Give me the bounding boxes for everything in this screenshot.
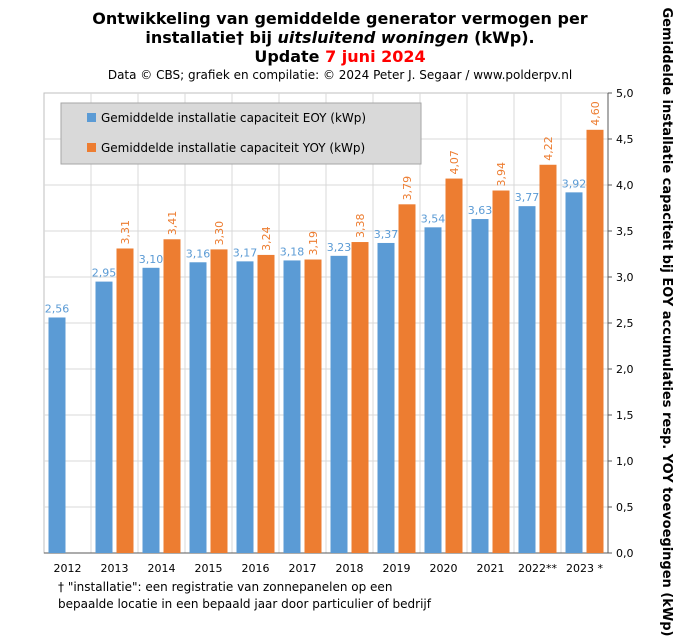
data-label-eoy: 2,95 [92,267,117,280]
data-label-yoy: 3,38 [354,214,367,239]
bar-eoy [142,267,160,553]
x-tick-label: 2013 [101,562,129,575]
data-label-eoy: 3,54 [421,212,446,225]
title-installatie: installatie† bij [145,28,278,47]
data-label-yoy: 4,60 [589,101,602,126]
data-label-yoy: 3,41 [166,211,179,236]
bar-eoy [95,281,113,553]
x-tick-label: 2021 [477,562,505,575]
y-tick-label: 1,5 [616,409,634,422]
bar-yoy [351,242,369,554]
data-label-eoy: 3,92 [562,177,587,190]
data-label-eoy: 2,56 [45,302,70,315]
bar-yoy [445,178,463,553]
title-unit: (kWp). [468,28,535,47]
data-label-eoy: 3,17 [233,246,258,259]
chart-title-line-1: Ontwikkeling van gemiddelde generator ve… [92,9,588,28]
legend-box [60,102,422,165]
data-label-yoy: 3,31 [119,220,132,245]
bar-yoy [210,249,228,553]
x-tick-label: 2015 [195,562,223,575]
y-tick-label: 0,0 [616,547,634,560]
data-label-eoy: 3,18 [280,245,305,258]
bar-yoy [257,254,275,554]
data-label-eoy: 3,23 [327,241,352,254]
data-label-yoy: 4,22 [542,136,555,161]
legend-swatch-eoy [87,113,96,122]
bar-eoy [330,255,348,553]
y-tick-label: 3,5 [616,225,634,238]
data-label-yoy: 3,79 [401,176,414,201]
x-tick-label: 2017 [289,562,317,575]
bar-eoy [518,206,536,553]
y-tick-label: 2,0 [616,363,634,376]
footnote-line-1: † "installatie": een registratie van zon… [58,580,393,594]
y-tick-label: 3,0 [616,271,634,284]
title-uitsluitend-woningen: uitsluitend woningen [277,28,469,47]
data-label-eoy: 3,77 [515,191,540,204]
legend-label-yoy: Gemiddelde installatie capaciteit YOY (k… [101,141,365,155]
legend-label-eoy: Gemiddelde installatie capaciteit EOY (k… [101,111,366,125]
data-credit: Data © CBS; grafiek en compilatie: © 202… [107,68,573,82]
footnote-line-2: bepaalde locatie in een bepaald jaar doo… [58,597,431,611]
y-tick-label: 4,5 [616,133,634,146]
bar-eoy [236,261,254,553]
bar-eoy [377,242,395,553]
data-label-eoy: 3,63 [468,204,493,217]
x-tick-label: 2020 [430,562,458,575]
update-date: 7 juni 2024 [325,47,426,66]
bar-yoy [586,129,604,554]
x-tick-label: 2012 [54,562,82,575]
bar-yoy [304,259,322,553]
data-label-eoy: 3,37 [374,228,399,241]
x-tick-label: 2016 [242,562,270,575]
bar-yoy [163,239,181,553]
data-label-yoy: 3,94 [495,162,508,187]
y-tick-label: 2,5 [616,317,634,330]
bar-yoy [492,190,510,553]
data-label-yoy: 3,24 [260,226,273,251]
update-label: Update [254,47,326,66]
bar-eoy [471,219,489,554]
data-label-yoy: 4,07 [448,150,461,175]
legend-swatch-yoy [87,143,96,152]
y-tick-label: 1,0 [616,455,634,468]
data-label-eoy: 3,10 [139,253,164,266]
x-tick-label: 2023 * [566,562,603,575]
y-tick-label: 4,0 [616,179,634,192]
bar-eoy [48,317,66,553]
bar-eoy [565,192,583,554]
bar-eoy [283,260,301,553]
x-tick-label: 2018 [336,562,364,575]
x-tick-label: 2019 [383,562,411,575]
x-tick-label: 2014 [148,562,176,575]
bar-yoy [116,248,134,554]
y-tick-label: 0,5 [616,501,634,514]
bar-yoy [398,204,416,553]
x-tick-label: 2022** [518,562,557,575]
bar-yoy [539,164,557,553]
bar-eoy [189,262,207,553]
chart-title-line-2: installatie† bij uitsluitend woningen (k… [0,28,680,47]
bar-chart: 0,0 0,5 1,0 1,5 2,0 2,5 3,0 3,5 4,0 4,5 5,0 2012 2,5… [43,87,634,575]
data-label-yoy: 3,30 [213,221,226,246]
y-axis-title: Gemiddelde installatie capaciteit bij EO… [659,7,674,636]
y-tick-label: 5,0 [616,87,634,100]
data-label-yoy: 3,19 [307,231,320,256]
bar-eoy [424,227,442,553]
data-label-eoy: 3,16 [186,247,211,260]
chart-title-line-3: Update 7 juni 2024 [0,47,680,66]
